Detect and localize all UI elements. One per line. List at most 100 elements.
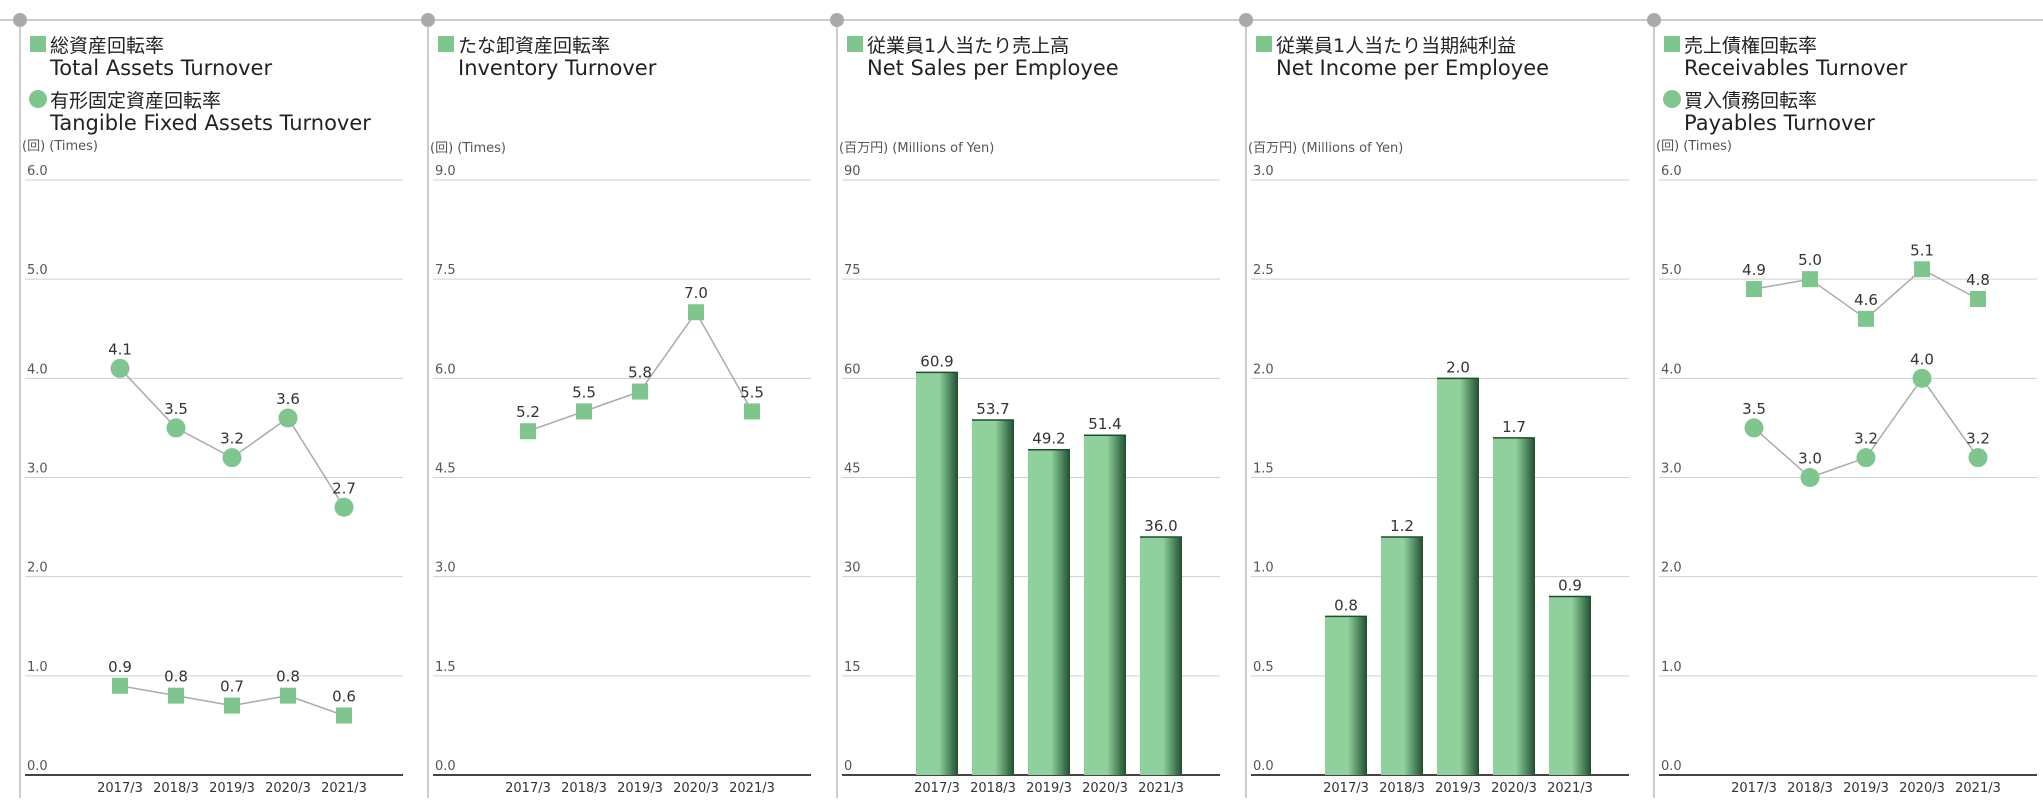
y-tick-label: 1.0 [1661,660,1682,675]
y-tick-label: 6.0 [435,362,456,377]
y-tick-label: 1.0 [1253,561,1274,576]
square-point [168,687,184,704]
x-tick-label: 2020/3 [1491,781,1537,796]
square-point [336,707,352,724]
y-tick-label: 2.0 [1253,362,1274,377]
square-point [632,383,648,400]
bar [1028,449,1070,775]
circle-point [166,418,186,438]
y-tick-label: 0.0 [1253,759,1274,774]
point-value-label: 4.1 [108,340,132,358]
circle-point [1968,448,1988,468]
bar [1437,378,1479,775]
square-point [688,304,704,321]
divider-knob [13,13,27,27]
circle-point [1856,448,1876,468]
square-point [1858,310,1874,327]
bar [916,372,958,775]
bar-value-label: 49.2 [1032,430,1065,448]
unit-label: (回) (Times) [1656,139,1732,154]
y-tick-label: 45 [844,462,861,477]
bar [1325,616,1367,775]
x-tick-label: 2017/3 [914,781,960,796]
point-value-label: 0.7 [220,678,244,696]
y-tick-label: 3.0 [27,462,48,477]
circle-point [1912,368,1932,388]
point-value-label: 3.2 [1854,430,1878,448]
point-value-label: 7.0 [684,284,708,302]
x-tick-label: 2017/3 [97,781,143,796]
bar-value-label: 1.2 [1390,517,1414,535]
point-value-label: 5.5 [740,383,764,401]
point-value-label: 4.9 [1742,261,1766,279]
x-tick-label: 2019/3 [1843,781,1889,796]
square-point [576,403,592,420]
x-tick-label: 2018/3 [1787,781,1833,796]
bar [1084,435,1126,775]
point-value-label: 0.8 [164,668,188,686]
y-tick-label: 3.0 [435,561,456,576]
x-tick-label: 2017/3 [1323,781,1369,796]
bar [972,419,1014,775]
chart-title-jp: 従業員1人当たり売上高 [867,35,1069,57]
chart-title-en: Net Income per Employee [1276,56,1549,80]
bar-value-label: 36.0 [1144,517,1177,535]
y-tick-label: 0.5 [1253,660,1274,675]
y-tick-label: 6.0 [27,164,48,179]
title-square-marker [847,36,863,52]
unit-label: (百万円) (Millions of Yen) [839,141,994,156]
x-tick-label: 2018/3 [561,781,607,796]
x-tick-label: 2019/3 [1026,781,1072,796]
chart-title-jp: 従業員1人当たり当期純利益 [1276,35,1516,57]
title-square-marker [438,36,454,52]
point-value-label: 5.8 [628,364,652,382]
divider-knob [1239,13,1253,27]
square-point [1802,271,1818,288]
chart-title-en: Total Assets Turnover [49,56,272,80]
circle-point [278,408,298,428]
chart-title-jp: 総資産回転率 [50,35,164,57]
circle-point [110,358,130,378]
bar-value-label: 0.9 [1558,577,1582,595]
point-value-label: 5.0 [1798,251,1822,269]
x-tick-label: 2020/3 [265,781,311,796]
square-point [112,677,128,694]
bar-value-label: 51.4 [1088,415,1121,433]
point-value-label: 5.1 [1910,241,1934,259]
bar-value-label: 2.0 [1446,358,1470,376]
point-value-label: 5.5 [572,383,596,401]
title-square-marker [1664,36,1680,52]
x-tick-label: 2021/3 [1547,781,1593,796]
bar [1140,537,1182,775]
chart-title-jp: 有形固定資産回転率 [50,90,221,112]
circle-point [1744,418,1764,438]
y-tick-label: 4.5 [435,462,456,477]
point-value-label: 3.5 [164,400,188,418]
bar [1549,596,1591,775]
divider-knob [421,13,435,27]
chart-title-jp: 売上債権回転率 [1684,35,1817,57]
square-point [520,423,536,440]
y-tick-label: 2.0 [1661,561,1682,576]
point-value-label: 3.6 [276,390,300,408]
point-value-label: 4.0 [1910,350,1934,368]
x-tick-label: 2018/3 [970,781,1016,796]
chart-title-en: Payables Turnover [1684,111,1875,135]
point-value-label: 0.8 [276,668,300,686]
y-tick-label: 30 [844,561,861,576]
y-tick-label: 0.0 [27,759,48,774]
x-tick-label: 2017/3 [505,781,551,796]
y-tick-label: 3.0 [1661,462,1682,477]
y-tick-label: 1.0 [27,660,48,675]
x-tick-label: 2019/3 [209,781,255,796]
point-value-label: 0.9 [108,658,132,676]
y-tick-label: 6.0 [1661,164,1682,179]
bar [1381,537,1423,775]
x-tick-label: 2021/3 [1955,781,2001,796]
point-value-label: 3.2 [220,430,244,448]
point-value-label: 4.8 [1966,271,1990,289]
